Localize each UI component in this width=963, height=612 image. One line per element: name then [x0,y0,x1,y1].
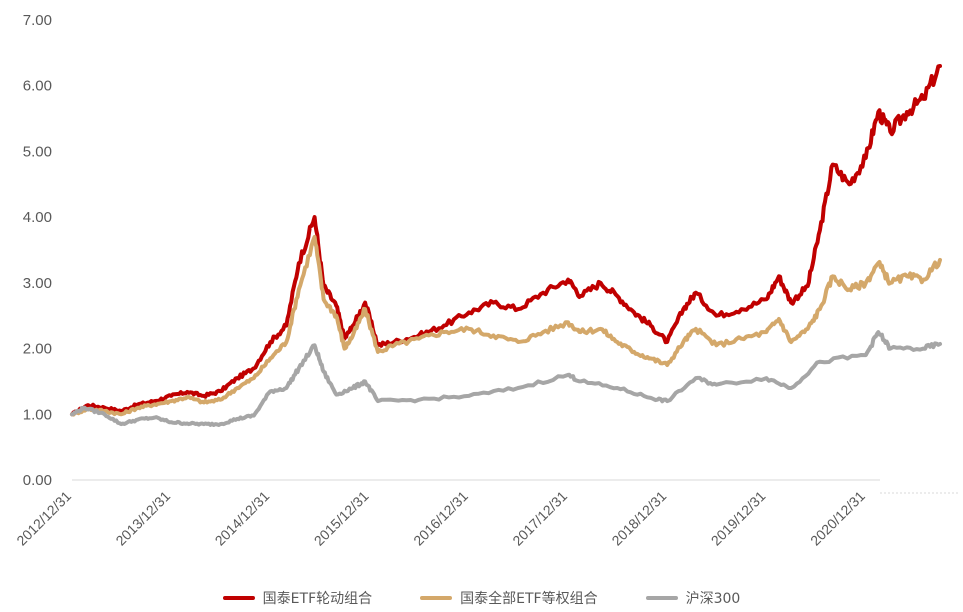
legend-swatch [645,596,678,600]
legend-swatch [420,596,453,600]
x-axis: 2012/12/31 2013/12/31 2014/12/31 2015/12/31… [13,479,960,549]
x-tick-label: 2013/12/31 [112,488,173,549]
y-tick-label: 7.00 [23,12,52,29]
x-tick-label: 2015/12/31 [311,488,372,549]
series-line [70,234,942,417]
x-tick-label: 2016/12/31 [410,488,471,549]
legend-swatch [222,596,255,600]
legend-item: 国泰ETF轮动组合 [222,588,373,608]
x-tick-label: 2014/12/31 [212,488,273,549]
series-lines [70,64,942,427]
x-tick-label: 2020/12/31 [807,488,868,549]
y-tick-label: 0.00 [23,472,52,489]
legend-label: 国泰全部ETF等权组合 [460,591,598,607]
y-tick-label: 3.00 [23,275,52,292]
y-tick-label: 5.00 [23,143,52,160]
y-tick-label: 2.00 [23,341,52,358]
x-tick-label: 2012/12/31 [13,488,74,549]
series-line [70,64,942,417]
x-tick-label: 2019/12/31 [708,488,769,549]
legend-item: 沪深300 [645,588,741,608]
x-tick-label: 2018/12/31 [608,488,669,549]
y-tick-label: 6.00 [23,78,52,95]
y-axis: 0.00 1.00 2.00 3.00 4.00 5.00 6.00 7.00 [23,12,52,489]
y-tick-label: 4.00 [23,209,52,226]
legend-item: 国泰全部ETF等权组合 [420,588,598,608]
legend-label: 沪深300 [685,591,741,607]
y-tick-label: 1.00 [23,406,52,423]
chart-legend: 国泰ETF轮动组合 国泰全部ETF等权组合 沪深300 [0,586,963,610]
line-chart: 0.00 1.00 2.00 3.00 4.00 5.00 6.00 7.00 2012/12… [13,12,960,549]
legend-label: 国泰ETF轮动组合 [262,591,373,607]
x-tick-label: 2017/12/31 [509,488,570,549]
series-line [70,330,942,427]
